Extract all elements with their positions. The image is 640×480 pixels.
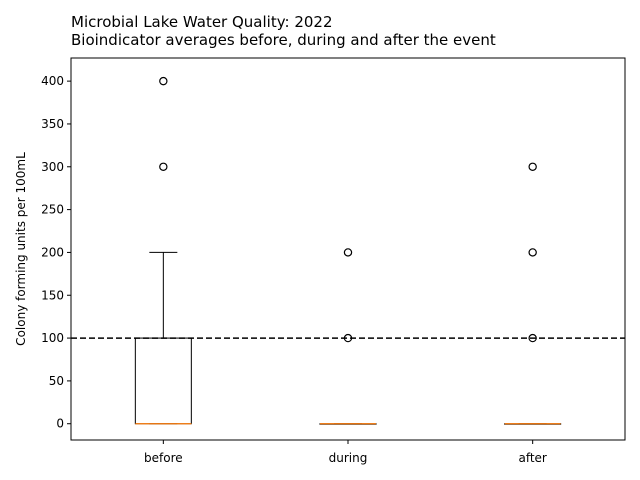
outlier-point	[159, 76, 168, 86]
y-axis-label: Colony forming units per 100mL	[14, 152, 28, 346]
outlier-point	[343, 248, 353, 257]
y-axis-ticks: 0 50 100 150 200 250 300 350 400	[41, 74, 71, 431]
x-tick-label: after	[518, 451, 546, 465]
outlier-point	[528, 248, 537, 257]
y-tick-label: 100	[41, 331, 64, 345]
x-tick-label: before	[144, 451, 183, 465]
outlier-point	[528, 333, 537, 343]
box-during	[319, 248, 377, 425]
y-tick-label: 50	[49, 374, 64, 388]
x-axis-ticks: before during after	[144, 440, 547, 465]
y-tick-label: 0	[56, 417, 64, 431]
y-tick-label: 350	[41, 117, 64, 131]
y-tick-label: 150	[41, 288, 64, 302]
x-tick-label: during	[329, 451, 368, 465]
outlier-point	[343, 333, 353, 343]
y-tick-label: 250	[41, 203, 64, 217]
chart-subtitle: Bioindicator averages before, during and…	[71, 31, 496, 49]
outlier-point	[528, 162, 537, 171]
y-tick-label: 200	[41, 245, 64, 259]
box-before	[134, 76, 192, 425]
box-iqr	[134, 337, 192, 425]
box-after	[504, 162, 562, 425]
y-tick-label: 400	[41, 74, 64, 88]
chart-title: Microbial Lake Water Quality: 2022	[71, 13, 333, 31]
plot-area	[71, 76, 625, 425]
outlier-point	[159, 162, 168, 171]
y-tick-label: 300	[41, 160, 64, 174]
